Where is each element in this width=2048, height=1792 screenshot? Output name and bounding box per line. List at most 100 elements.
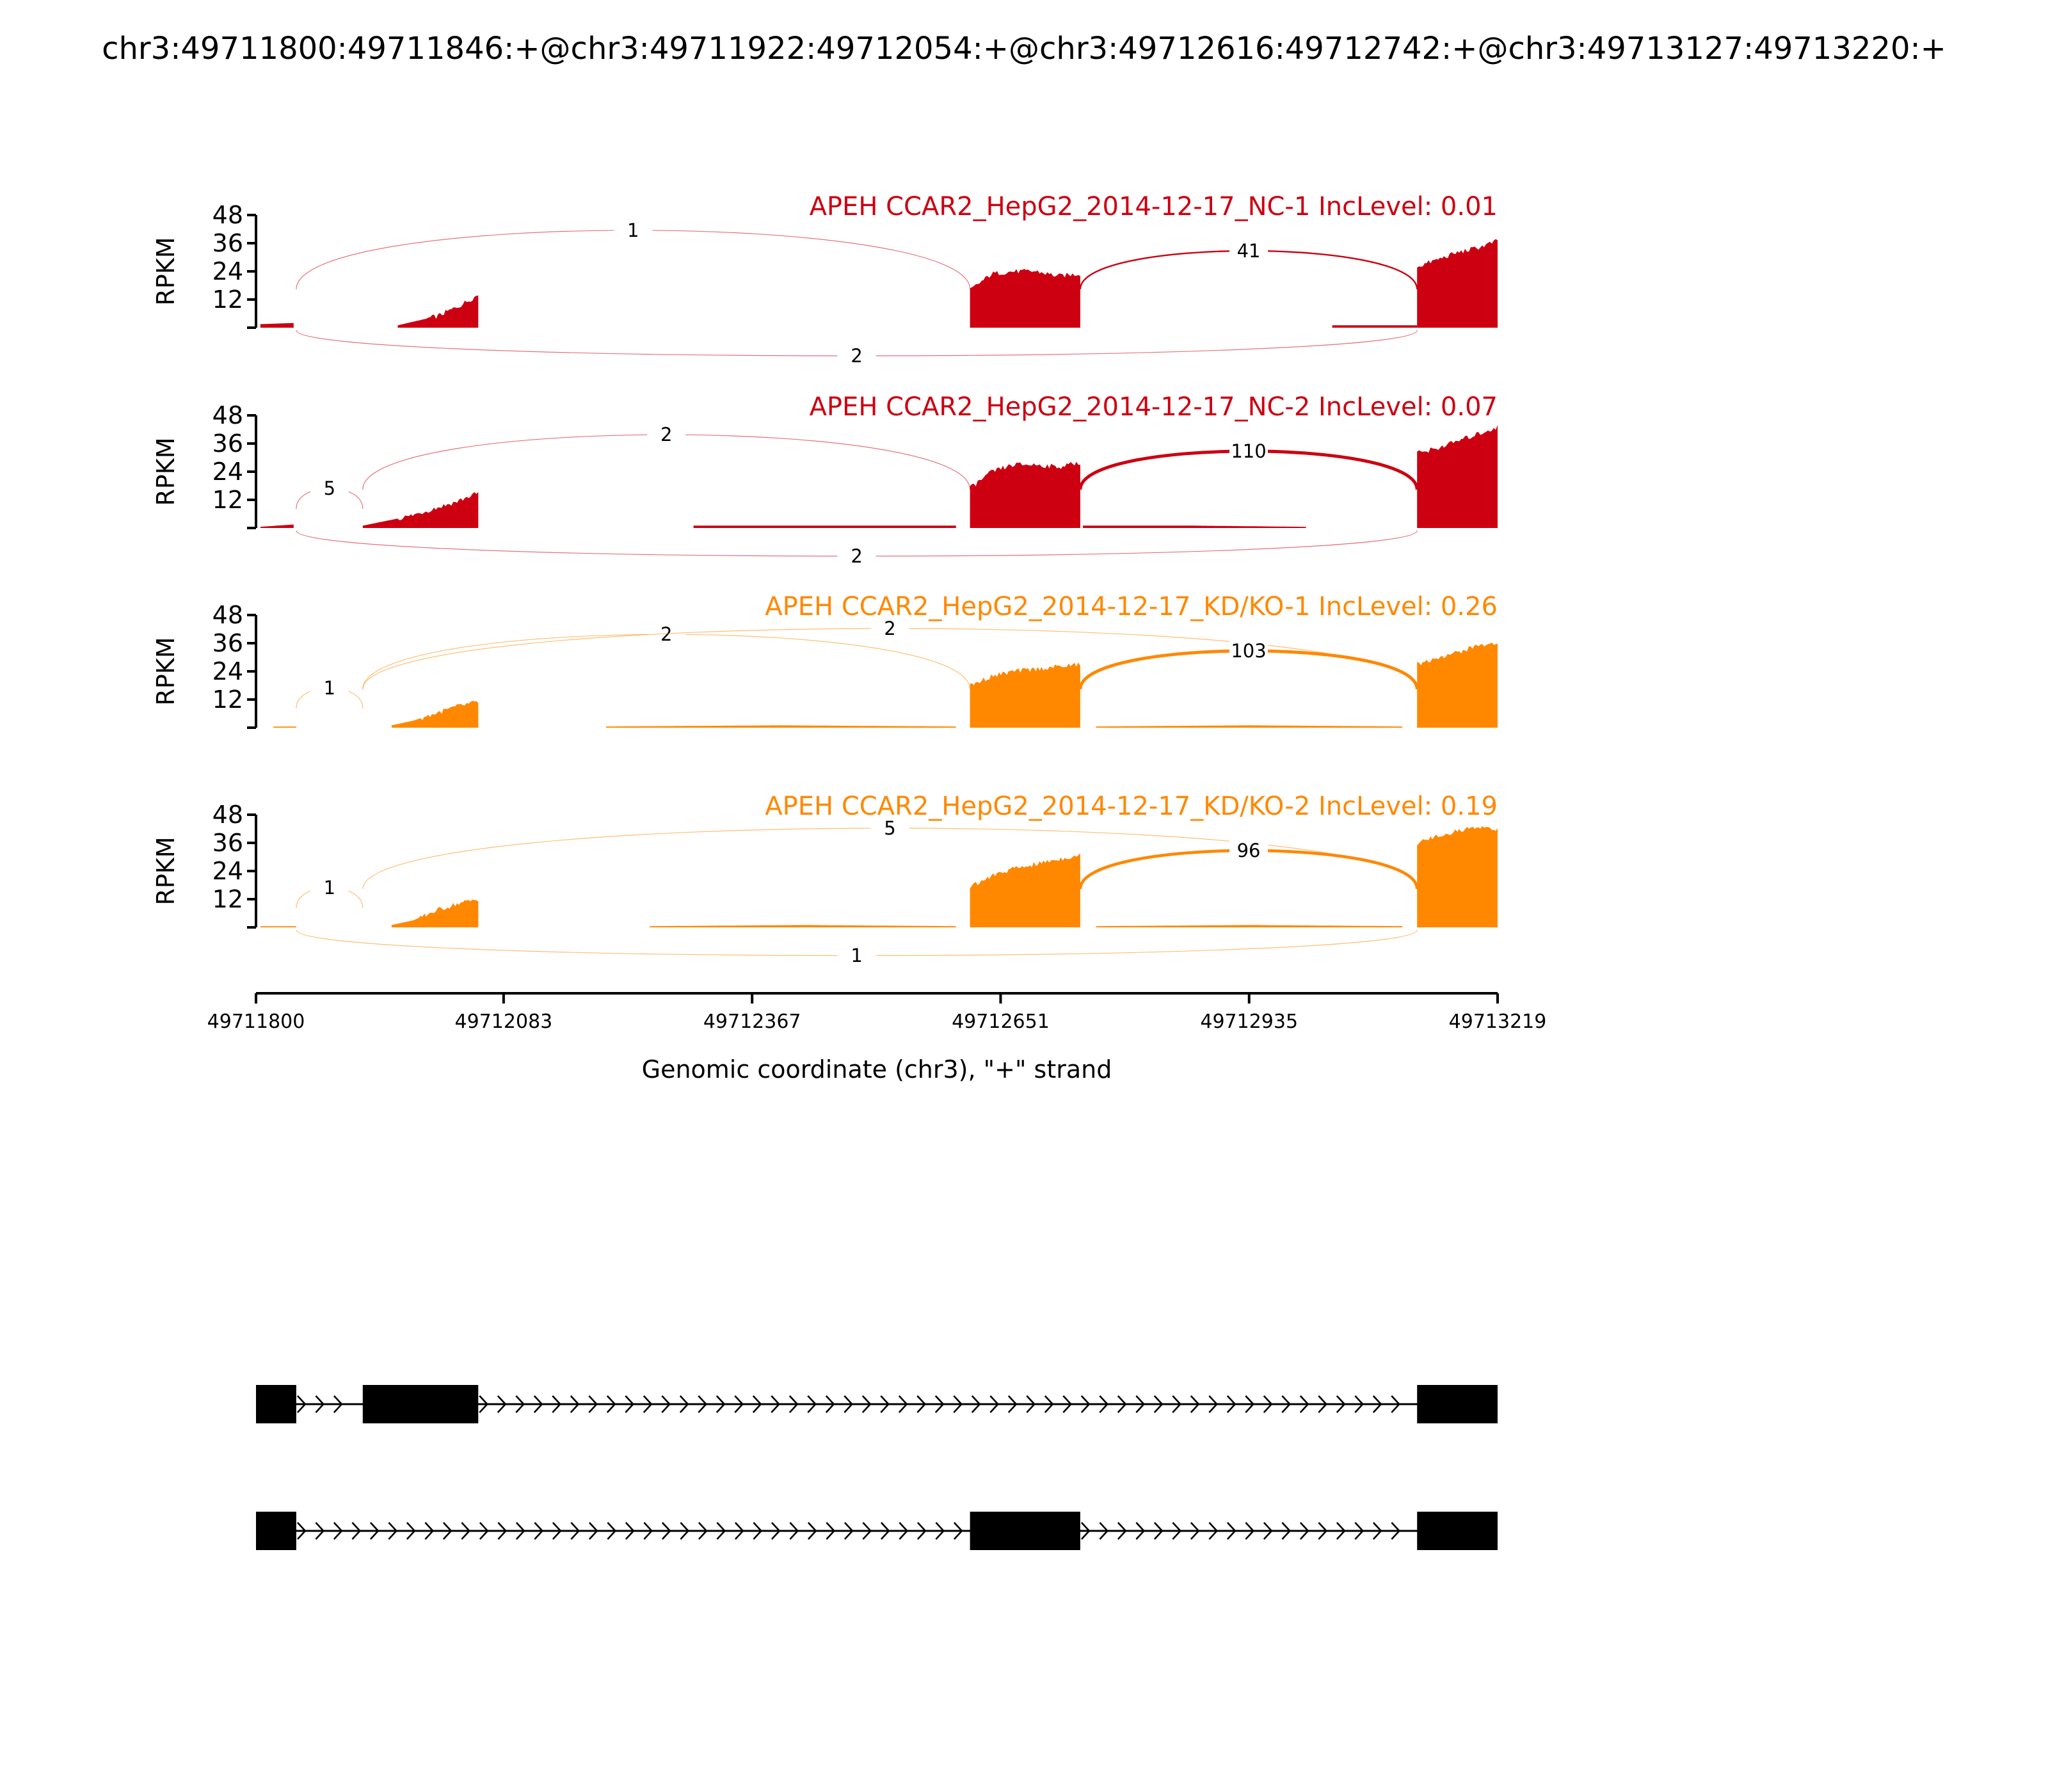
strand-arrow — [826, 1522, 836, 1540]
junction-label-bg — [1229, 239, 1268, 262]
strand-arrow — [899, 1522, 909, 1540]
coverage-area — [693, 525, 956, 528]
strand-arrow — [369, 1522, 380, 1540]
isoform-model — [256, 1512, 1498, 1550]
strand-arrow — [1153, 1522, 1164, 1540]
strand-arrow — [953, 1522, 963, 1540]
strand-arrow — [497, 1395, 507, 1413]
coverage-area — [1096, 725, 1402, 728]
sample-label: APEH CCAR2_HepG2_2014-12-17_KD/KO-1 IncL… — [765, 592, 1498, 621]
strand-arrow — [570, 1522, 580, 1540]
strand-arrow — [1391, 1395, 1401, 1413]
strand-arrow — [844, 1395, 854, 1413]
y-tick-label: 48 — [212, 601, 243, 629]
strand-arrow — [661, 1522, 671, 1540]
junction-count-label: 96 — [1237, 840, 1261, 861]
coverage-area — [397, 295, 479, 328]
strand-arrow — [716, 1395, 726, 1413]
sample-label: APEH CCAR2_HepG2_2014-12-17_KD/KO-2 IncL… — [765, 792, 1498, 821]
strand-arrow — [971, 1395, 981, 1413]
strand-arrow — [643, 1395, 653, 1413]
strand-arrow — [442, 1522, 452, 1540]
isoform-model — [256, 1385, 1498, 1423]
strand-arrow — [1135, 1522, 1146, 1540]
strand-arrow — [479, 1395, 489, 1413]
coverage-area — [1417, 642, 1498, 728]
coverage-area — [970, 662, 1080, 728]
strand-arrow — [1190, 1522, 1200, 1540]
strand-arrow — [898, 1395, 908, 1413]
junction-count-label: 2 — [884, 618, 895, 639]
y-tick-label: 12 — [212, 885, 243, 913]
strand-arrow — [789, 1522, 799, 1540]
exon-block — [362, 1385, 479, 1423]
strand-arrow — [1226, 1395, 1236, 1413]
junction-count-label: 2 — [660, 424, 672, 445]
strand-arrow — [461, 1522, 471, 1540]
junction-label-bg — [310, 876, 349, 899]
strand-arrow — [351, 1522, 362, 1540]
x-tick-label: 49711800 — [207, 1011, 305, 1033]
junction-count-label: 5 — [884, 817, 895, 839]
strand-arrow — [1281, 1395, 1292, 1413]
sample-label: APEH CCAR2_HepG2_2014-12-17_NC-1 IncLeve… — [810, 192, 1498, 221]
coverage-area — [970, 853, 1080, 927]
coverage-area — [1417, 826, 1498, 927]
junction-count-label: 1 — [324, 877, 335, 899]
strand-arrow — [533, 1395, 543, 1413]
x-tick-label: 49713219 — [1449, 1011, 1547, 1033]
coverage-area — [391, 899, 479, 927]
coverage-area — [391, 701, 479, 728]
strand-arrow — [1117, 1522, 1127, 1540]
strand-arrow — [1172, 1522, 1182, 1540]
y-tick-label: 12 — [212, 685, 243, 714]
y-axis-label: RPKM — [152, 637, 180, 705]
strand-arrow — [315, 1395, 325, 1413]
junction-label-bg — [837, 344, 876, 367]
exon-block — [1417, 1512, 1498, 1550]
junction-label-bg — [1229, 838, 1268, 862]
junction-label-bg — [1229, 639, 1268, 662]
strand-arrow — [1208, 1522, 1219, 1540]
strand-arrow — [406, 1522, 416, 1540]
junction-label-bg — [647, 423, 686, 447]
strand-arrow — [1336, 1522, 1346, 1540]
junction-count-label: 2 — [851, 345, 862, 367]
strand-arrow — [935, 1522, 945, 1540]
strand-arrow — [625, 1522, 635, 1540]
strand-arrow — [698, 1395, 708, 1413]
strand-arrow — [788, 1395, 799, 1413]
strand-arrow — [1263, 1395, 1273, 1413]
y-tick-label: 24 — [212, 458, 243, 486]
strand-arrow — [1044, 1395, 1054, 1413]
strand-arrow — [807, 1522, 817, 1540]
strand-arrow — [1372, 1395, 1382, 1413]
strand-arrow — [552, 1395, 562, 1413]
strand-arrow — [734, 1395, 744, 1413]
strand-arrow — [825, 1395, 835, 1413]
exon-block — [256, 1385, 296, 1423]
y-tick-label: 24 — [212, 857, 243, 885]
isoform-track — [256, 1385, 1498, 1550]
strand-arrow — [1354, 1522, 1364, 1540]
y-tick-label: 48 — [212, 801, 243, 829]
junction-label-bg — [837, 545, 876, 568]
exon-block — [256, 1512, 296, 1550]
strand-arrow — [333, 1395, 343, 1413]
strand-arrow — [1099, 1522, 1109, 1540]
strand-arrow — [679, 1395, 689, 1413]
chart-title: chr3:49711800:49711846:+@chr3:49711922:4… — [102, 31, 1946, 67]
strand-arrow — [1080, 1522, 1091, 1540]
x-tick-label: 49712083 — [455, 1011, 553, 1033]
junction-count-label: 1 — [851, 945, 862, 966]
x-axis-label: Genomic coordinate (chr3), "+" strand — [642, 1055, 1112, 1084]
strand-arrow — [916, 1395, 927, 1413]
coverage-area — [970, 461, 1080, 528]
strand-arrow — [1007, 1395, 1018, 1413]
strand-arrow — [861, 1395, 872, 1413]
strand-arrow — [1318, 1522, 1328, 1540]
